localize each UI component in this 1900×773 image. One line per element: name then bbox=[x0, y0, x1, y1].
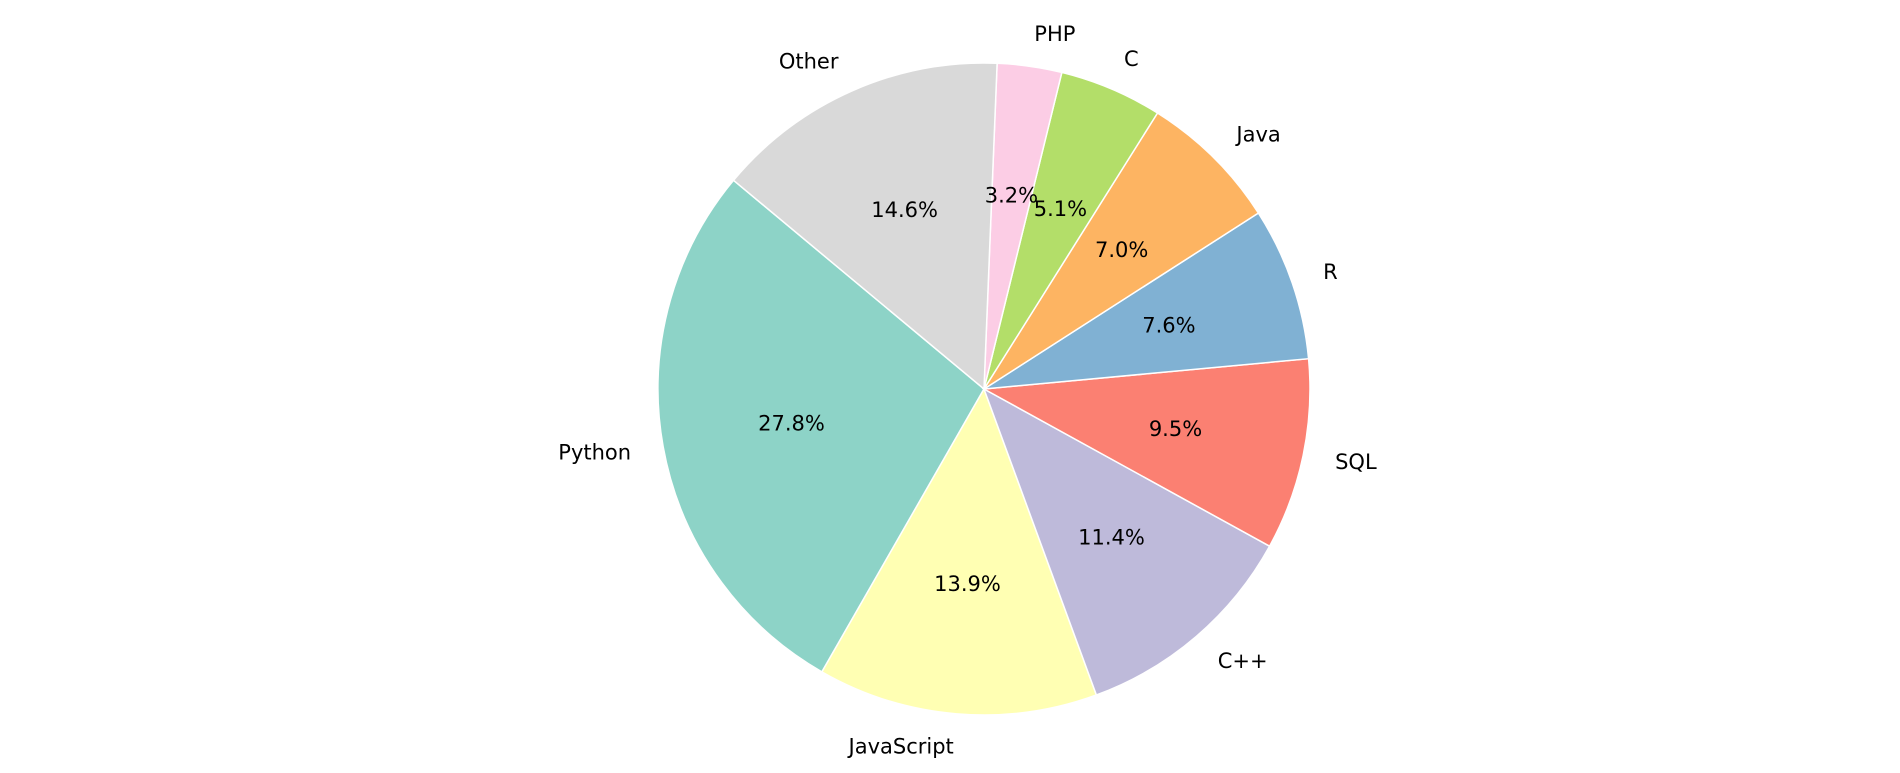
pie-pct-label-java: 7.0% bbox=[1095, 238, 1148, 262]
pie-category-label-cplusplus: C++ bbox=[1218, 649, 1268, 673]
pie-category-label-other: Other bbox=[779, 49, 839, 73]
pie-slices bbox=[657, 62, 1311, 716]
pie-category-label-python: Python bbox=[558, 440, 631, 464]
pie-labels: 27.8% Python 13.9% JavaScript 11.4% C++ 9.5% SQ… bbox=[558, 22, 1377, 758]
pie-category-label-c: C bbox=[1124, 47, 1139, 71]
pie-pct-label-python: 27.8% bbox=[758, 412, 825, 436]
pie-slice-cplusplus bbox=[982, 387, 1271, 696]
pie-pct-label-sql: 9.5% bbox=[1149, 417, 1202, 441]
pie-category-label-r: R bbox=[1323, 260, 1338, 284]
pie-category-label-java: Java bbox=[1234, 122, 1280, 146]
pie-pct-label-cplusplus: 11.4% bbox=[1078, 525, 1145, 549]
pie-slice-javascript bbox=[820, 387, 1098, 716]
pie-slice-other bbox=[732, 62, 998, 391]
pie-category-label-javascript: JavaScript bbox=[847, 734, 954, 758]
pie-slice-r bbox=[983, 212, 1310, 390]
pie-slice-python bbox=[657, 179, 985, 673]
pie-category-label-php: PHP bbox=[1034, 22, 1075, 46]
pie-pct-label-other: 14.6% bbox=[871, 198, 938, 222]
pie-slice-sql bbox=[981, 357, 1311, 548]
pie-pct-label-javascript: 13.9% bbox=[934, 572, 1001, 596]
pie-category-label-sql: SQL bbox=[1335, 450, 1377, 474]
pie-slice-java bbox=[983, 111, 1260, 390]
pie-pct-label-r: 7.6% bbox=[1142, 313, 1195, 337]
pie-pct-label-php: 3.2% bbox=[985, 183, 1038, 207]
pie-pct-label-c: 5.1% bbox=[1034, 197, 1087, 221]
